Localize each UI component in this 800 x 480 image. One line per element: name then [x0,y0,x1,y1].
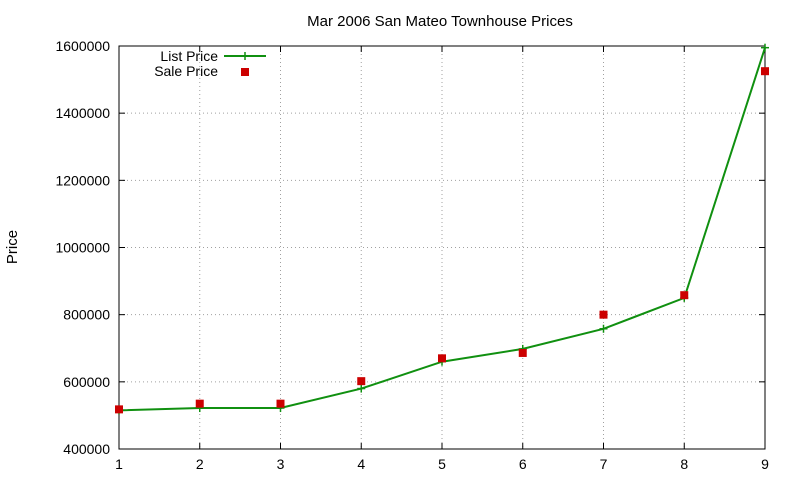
y-tick-label: 1200000 [55,172,110,188]
sale-price-point [438,354,446,363]
sale-price-point [195,399,204,408]
x-tick-label: 9 [761,456,769,472]
legend-label-sale-price: Sale Price [154,63,218,79]
list-price-point [599,324,608,333]
axis-ticks: 1 2 3 4 5 6 7 8 9 400000 600000 800000 1000000 120000… [55,38,769,472]
sale-price-point [518,348,527,357]
list-price-point [761,43,769,52]
list-price-point [357,384,366,393]
sale-price-point [115,405,123,414]
y-tick-label: 1400000 [55,105,110,121]
x-tick-label: 7 [600,456,608,472]
series-layer [115,43,769,415]
x-tick-label: 1 [115,456,123,472]
x-tick-label: 8 [680,456,688,472]
legend-marker-sale-price [241,68,249,76]
x-tick-label: 6 [519,456,527,472]
x-tick-label: 3 [277,456,285,472]
legend-label-list-price: List Price [160,48,218,64]
grid [119,46,765,449]
y-tick-label: 800000 [63,307,110,323]
y-axis-label: Price [4,230,21,264]
y-tick-label: 1000000 [55,240,110,256]
chart-title: Mar 2006 San Mateo Townhouse Prices [307,13,573,30]
sale-price-point [680,291,689,300]
sale-price-point [599,310,608,319]
x-tick-label: 2 [196,456,204,472]
sale-price-point [761,67,769,76]
x-tick-label: 5 [438,456,446,472]
y-tick-label: 400000 [63,441,110,457]
sale-price-point [276,399,285,408]
y-tick-label: 1600000 [55,38,110,54]
x-tick-label: 4 [357,456,365,472]
sale-price-point [357,377,366,386]
y-tick-label: 600000 [63,374,110,390]
